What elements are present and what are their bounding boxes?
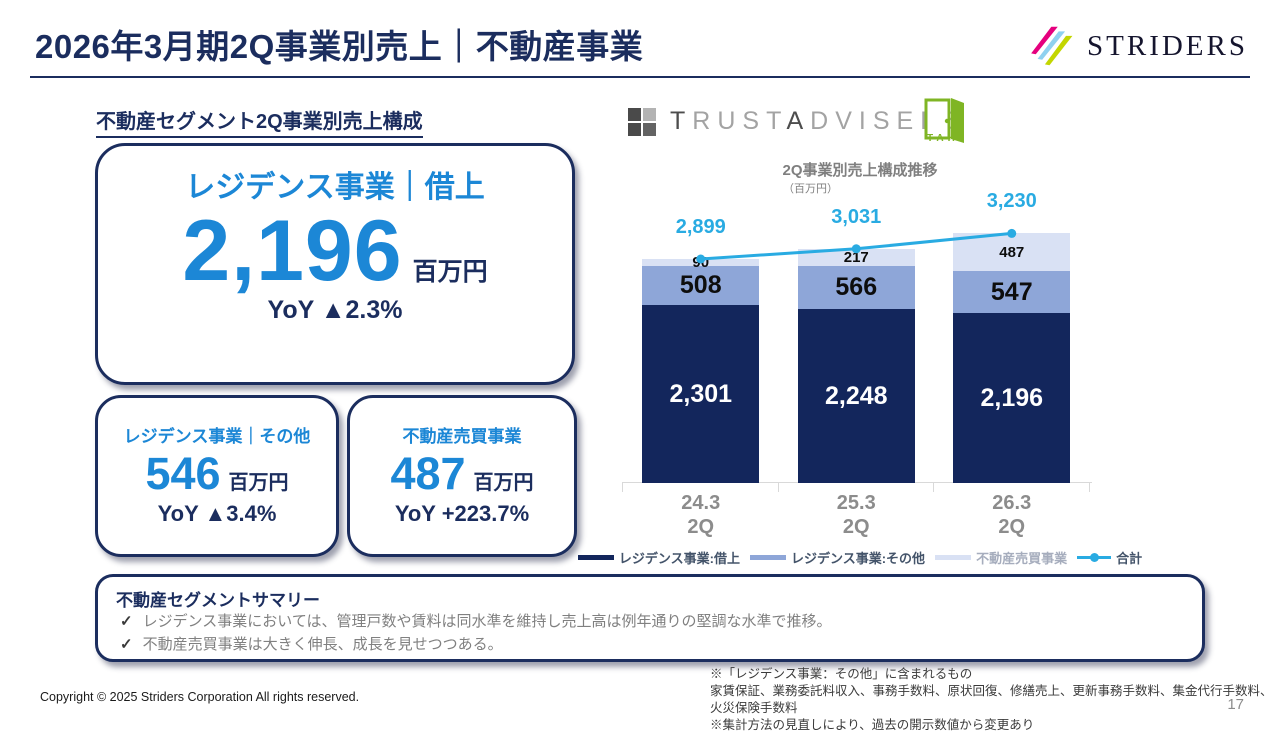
- logo-letter: A: [786, 107, 811, 135]
- bar-segment: 508: [642, 265, 760, 306]
- logo-letters: RUST: [692, 107, 787, 135]
- kpi-yoy: YoY ▲2.3%: [267, 296, 403, 325]
- bar-segment-value: 547: [990, 277, 1033, 306]
- title-divider: [30, 76, 1250, 78]
- chart-legend: レジデンス事業:借上 レジデンス事業:その他 不動産売買事業 合計: [577, 548, 1142, 567]
- summary-bullet-text: 不動産売買事業は大きく伸長、成長を見せつつある。: [142, 635, 503, 653]
- bar-segment: 2,196: [953, 313, 1071, 483]
- bar-segment-value: 566: [835, 272, 878, 301]
- kpi-value: 2,196: [182, 203, 403, 299]
- kpi-label: レジデンス事業｜借上: [185, 171, 485, 204]
- x-axis-label: 24.3 2Q: [681, 492, 721, 538]
- legend-label: 合計: [1116, 551, 1143, 566]
- logo-letter: T: [670, 107, 693, 135]
- footnote-line: 家賃保証、業務委託料収入、事務手数料、原状回復、修繕売上、更新事務手数料、集金代…: [710, 683, 1273, 715]
- kpi-value-row: 546 百万円: [98, 449, 336, 499]
- x-axis-label: 25.3 2Q: [836, 492, 876, 538]
- footnote-line: ※「レジデンス事業：その他」に含まれるもの: [710, 667, 973, 681]
- copyright-text: Copyright © 2025 Striders Corporation Al…: [40, 690, 360, 704]
- page-number: 17: [1227, 696, 1244, 713]
- total-value-label: 2,899: [675, 216, 726, 239]
- summary-box: 不動産セグメントサマリー ✓ レジデンス事業においては、管理戸数や賃料は同水準を…: [95, 574, 1205, 662]
- kpi-label: レジデンス事業｜その他: [123, 427, 311, 446]
- bar-segment-value: 487: [999, 243, 1025, 261]
- legend-label: レジデンス事業:借上: [618, 551, 740, 566]
- axis-tick: [1088, 483, 1090, 492]
- axis-tick: [622, 483, 623, 492]
- legend-label: 不動産売買事業: [976, 551, 1068, 566]
- trust-advisers-squares-icon: [628, 107, 656, 136]
- bar-segment: 547: [953, 271, 1071, 314]
- x-axis-label: 26.3 2Q: [992, 492, 1032, 538]
- total-value-label: 3,230: [986, 190, 1037, 213]
- page-title: 2026年3月期2Q事業別売上｜不動産事業: [35, 28, 644, 65]
- summary-bullet-text: レジデンス事業においては、管理戸数や賃料は同水準を維持し売上高は例年通りの堅調な…: [142, 613, 832, 630]
- chart-unit-label: （百万円）: [783, 183, 838, 195]
- striders-logo: STRIDERS: [1029, 24, 1248, 68]
- legend-swatch: [749, 555, 786, 560]
- trust-advisers-logo: TRUSTADVISERS: [628, 107, 969, 136]
- summary-bullet: ✓ 不動産売買事業は大きく伸長、成長を見せつつある。: [116, 634, 1182, 657]
- kpi-value: 546: [145, 448, 221, 499]
- kpi-value-row: 487 百万円: [350, 449, 574, 499]
- footnote-line: ※集計方法の見直しにより、過去の開示数値から変更あり: [710, 717, 1035, 732]
- legend-item-total: 合計: [1077, 548, 1142, 567]
- chart-plot-area: 2,301 508 90 2,899 2,248 566 217 3,031 2,196 547 4…: [615, 155, 1105, 492]
- kpi-card-residence-other: レジデンス事業｜その他 546 百万円 YoY ▲3.4%: [95, 395, 339, 557]
- kpi-value: 487: [390, 448, 466, 499]
- chart-title: 2Q事業別売上構成推移: [782, 162, 938, 179]
- footnotes: ※「レジデンス事業：その他」に含まれるもの 家賃保証、業務委託料収入、事務手数料…: [710, 666, 1280, 734]
- bar-segment-value: 2,248: [824, 381, 888, 410]
- sales-composition-chart: 2Q事業別売上構成推移 （百万円） 2,301 508 90 2,899 2,248 56…: [577, 155, 1142, 575]
- legend-label: レジデンス事業:その他: [790, 551, 926, 566]
- striders-logo-icon: [1031, 26, 1073, 66]
- bar-segment: 2,301: [642, 305, 760, 483]
- kpi-unit: 百万円: [412, 258, 488, 286]
- total-value-label: 3,031: [831, 205, 882, 228]
- main-kpi-card: レジデンス事業｜借上 2,196 百万円 YoY ▲2.3%: [95, 143, 575, 385]
- bar-segment: 487: [953, 233, 1071, 272]
- check-icon: ✓: [120, 613, 133, 630]
- legend-swatch: [935, 555, 972, 560]
- bar-segment-value: 90: [692, 254, 710, 271]
- bar-segment-value: 217: [843, 248, 869, 266]
- check-icon: ✓: [120, 635, 133, 653]
- bar-segment: 566: [797, 265, 915, 310]
- kpi-card-real-estate-trading: 不動産売買事業 487 百万円 YoY +223.7%: [347, 395, 577, 557]
- kpi-unit: 百万円: [473, 472, 534, 494]
- legend-item: レジデンス事業:その他: [749, 548, 926, 567]
- summary-bullet: ✓ レジデンス事業においては、管理戸数や賃料は同水準を維持し売上高は例年通りの堅…: [116, 611, 1182, 634]
- bar-segment: 217: [797, 248, 915, 266]
- tah-door-icon: TAH: [924, 98, 964, 144]
- bar-segment-value: 508: [679, 271, 722, 300]
- kpi-label: 不動産売買事業: [402, 427, 522, 446]
- tah-door-logo: TAH: [921, 97, 967, 145]
- summary-title: 不動産セグメントサマリー: [116, 591, 320, 610]
- legend-item: レジデンス事業:借上: [577, 548, 740, 567]
- section-header: 不動産セグメント2Q事業別売上構成: [96, 105, 423, 138]
- bar-segment: 90: [642, 254, 760, 271]
- bar-segment-value: 2,196: [980, 383, 1044, 412]
- legend-item: 不動産売買事業: [935, 548, 1067, 567]
- bar-segment-value: 2,301: [669, 379, 733, 408]
- axis-tick: [933, 483, 934, 492]
- bar-segment: 2,248: [797, 309, 915, 483]
- legend-swatch: [577, 555, 614, 560]
- kpi-yoy: YoY ▲3.4%: [157, 500, 277, 526]
- x-axis-labels: 24.3 2Q 25.3 2Q 26.3 2Q: [615, 491, 1105, 543]
- tah-logo-text: TAH: [927, 133, 959, 144]
- kpi-unit: 百万円: [228, 472, 289, 494]
- kpi-yoy: YoY +223.7%: [394, 500, 530, 526]
- kpi-value-row: 2,196 百万円: [98, 206, 572, 296]
- legend-line-swatch: [1077, 553, 1112, 562]
- axis-tick: [777, 483, 779, 492]
- striders-logo-text: STRIDERS: [1087, 29, 1248, 62]
